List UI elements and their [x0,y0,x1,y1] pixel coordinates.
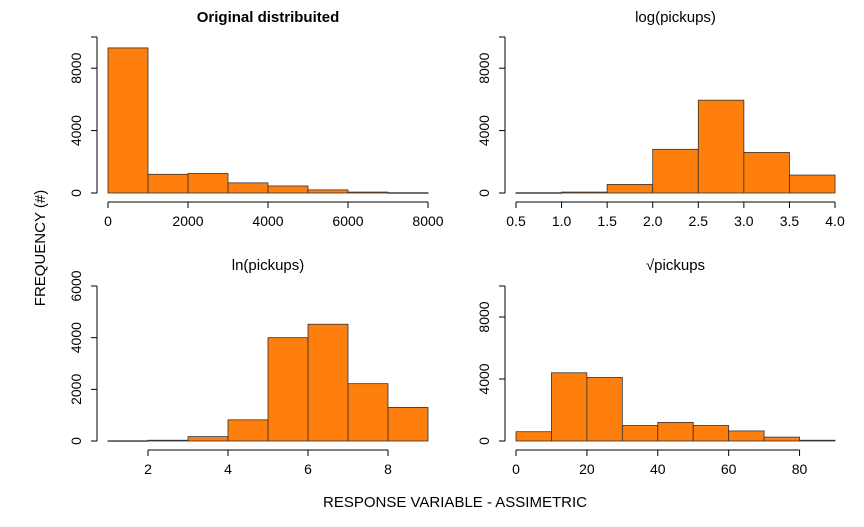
histogram-bar [227,419,269,442]
x-tick-label: 4000 [252,213,283,229]
y-tick-label: 4000 [476,363,492,394]
histogram-bar [387,407,429,442]
histogram-bar [227,182,269,194]
histogram-bar [586,377,623,442]
y-tick-label: 0 [476,189,492,197]
histogram-bar [763,436,800,442]
x-tick-label: 2.5 [689,213,709,229]
y-tick-label: 0 [68,189,84,197]
x-tick-label: 3.5 [780,213,800,229]
histogram-bar [307,189,349,194]
y-tick-label: 4000 [68,322,84,353]
y-tick-label: 8000 [476,301,492,332]
x-tick-label: 2000 [172,213,203,229]
x-tick-label: 20 [579,461,595,477]
figure-y-label: FREQUENCY (#) [32,190,49,306]
histogram-bar [515,192,562,194]
histogram-panel-1: 0 2000 4000 6000 8000 0 4000 8000 Original distr… [68,9,444,229]
x-tick-label: 0.5 [506,213,526,229]
histogram-bar [697,99,745,194]
y-tick-label: 2000 [68,374,84,405]
x-tick-label: 2.0 [643,213,663,229]
histogram-bar [743,152,790,194]
x-tick-label: 2 [144,461,152,477]
x-tick-label: 60 [721,461,737,477]
histogram-panel-3: 2 4 6 8 0 2000 4000 6000 ln(pickups) [68,257,429,477]
x-tick-label: 4.0 [825,213,845,229]
x-tick-label: 6000 [332,213,363,229]
x-tick-label: 1.5 [597,213,617,229]
histogram-bar [187,436,229,442]
x-tick-label: 6 [304,461,312,477]
histogram-bar [789,174,836,194]
histogram-bar [515,431,552,442]
histogram-bar [347,383,389,442]
panel-title: log(pickups) [635,9,716,26]
histogram-panel-4: 0 20 40 60 80 0 4000 8000 √pickups [476,257,836,477]
histogram-bar [799,439,836,442]
y-tick-label: 4000 [68,115,84,146]
histogram-bar [728,430,765,442]
histogram-bar [692,425,730,442]
panel-title: √pickups [646,257,705,274]
x-tick-label: 0 [512,461,520,477]
y-tick-label: 0 [68,437,84,445]
figure-x-label: RESPONSE VARIABLE - ASSIMETRIC [323,494,587,511]
histogram-bar [621,425,659,442]
x-tick-label: 8 [384,461,392,477]
panel-title: ln(pickups) [232,257,305,274]
x-tick-label: 1.0 [552,213,572,229]
panel-title: Original distribuited [197,9,340,26]
histogram-bar [387,192,429,194]
y-tick-label: 6000 [68,270,84,301]
histogram-bar [606,184,654,194]
histogram-bar [147,173,189,194]
x-tick-label: 3.0 [734,213,754,229]
histogram-bar [107,440,149,442]
histogram-bar [187,173,229,194]
x-tick-label: 4 [224,461,232,477]
y-tick-label: 8000 [476,52,492,83]
y-tick-label: 8000 [68,52,84,83]
histogram-bar [267,185,309,194]
y-tick-label: 0 [476,437,492,445]
histogram-bar [267,337,309,442]
histogram-bar [657,421,694,442]
histogram-bar [551,372,588,442]
x-tick-label: 8000 [412,213,443,229]
histogram-bar [307,323,349,442]
x-tick-label: 40 [650,461,666,477]
histogram-bar [561,191,608,194]
histogram-bar [652,148,699,194]
x-tick-label: 80 [792,461,808,477]
y-tick-label: 4000 [476,115,492,146]
x-tick-label: 0 [104,213,112,229]
histogram-bar [147,439,189,442]
histogram-bar [347,191,389,194]
histogram-bar [107,47,149,194]
histogram-panel-2: 0.5 1.0 1.5 2.0 2.5 3.0 3.5 4.0 0 4000 8000 log(pic… [476,9,845,229]
